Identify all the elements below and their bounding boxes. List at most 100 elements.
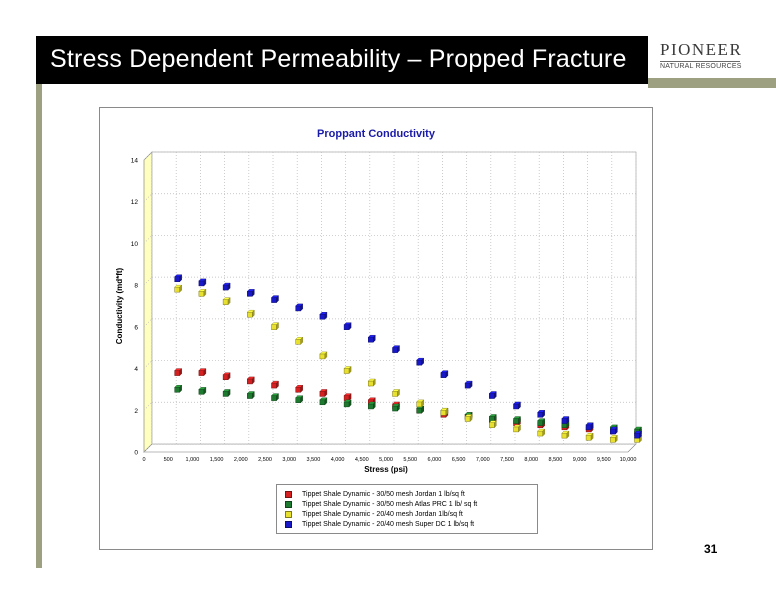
x-tick-label: 9,000 <box>573 457 587 463</box>
data-point <box>367 401 376 410</box>
x-tick-label: 10,000 <box>620 457 637 463</box>
data-point <box>609 434 618 443</box>
data-point <box>174 384 183 393</box>
page-number: 31 <box>704 542 718 556</box>
x-axis-label: Stress (psi) <box>364 465 408 474</box>
data-point <box>440 370 449 379</box>
data-point <box>392 388 400 397</box>
grid-line-wall <box>143 402 153 411</box>
legend-item: Tippet Shale Dynamic - 20/40 mesh Jordan… <box>285 509 463 519</box>
legend-label: Tippet Shale Dynamic - 30/50 mesh Jordan… <box>302 490 465 498</box>
x-tick-label: 3,000 <box>282 457 296 463</box>
left-accent-bar <box>36 84 42 568</box>
data-point <box>440 407 449 416</box>
y-tick-label: 6 <box>134 324 138 331</box>
data-point <box>416 357 425 366</box>
accent-band <box>648 78 776 88</box>
data-point <box>319 351 328 360</box>
slide-header: Stress Dependent Permeability – Propped … <box>36 36 648 84</box>
data-point <box>367 334 376 343</box>
grid-line-wall <box>143 276 153 286</box>
data-point <box>537 418 546 427</box>
legend-label: Tippet Shale Dynamic - 20/40 mesh Super … <box>302 520 475 528</box>
grid-line-wall <box>143 360 153 369</box>
chart-frame: Proppant Conductivity 0 2 4 6 8 10 12 14 0 500 1,00… <box>99 107 653 550</box>
data-point <box>198 278 207 287</box>
data-point <box>295 384 304 393</box>
y-tick-label: 8 <box>134 283 138 290</box>
data-point <box>416 405 425 414</box>
data-point <box>271 380 279 389</box>
legend-swatch <box>285 510 292 518</box>
data-point <box>537 409 546 418</box>
grid-line-wall <box>143 235 153 244</box>
data-point <box>295 336 304 345</box>
x-tick-label: 0 <box>142 457 145 463</box>
data-point <box>609 426 618 435</box>
data-point <box>464 413 473 422</box>
data-point <box>246 288 255 297</box>
data-point <box>343 393 352 402</box>
y-tick-label: 2 <box>134 408 138 415</box>
data-point <box>513 424 521 433</box>
grid-line-wall <box>143 193 153 202</box>
x-tick-label: 2,500 <box>258 457 272 463</box>
data-point <box>222 297 231 306</box>
data-point <box>319 388 328 397</box>
legend-label: Tippet Shale Dynamic - 30/50 mesh Atlas … <box>302 500 478 508</box>
x-tick-label: 1,000 <box>186 457 200 463</box>
data-point <box>513 401 521 410</box>
data-point <box>222 282 231 291</box>
data-point <box>271 295 279 304</box>
y-tick-label: 14 <box>131 158 139 165</box>
legend-swatch <box>285 500 292 508</box>
data-point <box>319 311 328 320</box>
legend-label: Tippet Shale Dynamic - 20/40 mesh Jordan… <box>302 510 463 518</box>
grid-line-wall <box>143 151 153 161</box>
x-tick-label: 5,500 <box>403 457 417 463</box>
data-point <box>295 303 304 312</box>
x-tick-label: 2,000 <box>234 457 248 463</box>
data-point <box>537 428 546 437</box>
x-tick-label: 6,500 <box>452 457 466 463</box>
data-point <box>367 378 376 387</box>
x-tick-label: 6,000 <box>428 457 442 463</box>
data-point <box>222 388 231 397</box>
y-tick-label: 4 <box>134 366 138 373</box>
data-point <box>561 430 570 439</box>
data-point <box>392 345 400 354</box>
x-tick-label: 8,500 <box>549 457 563 463</box>
pioneer-logo: PIONEER NATURAL RESOURCES <box>656 40 742 74</box>
data-point <box>488 420 497 429</box>
data-point <box>343 366 352 374</box>
data-point <box>198 288 207 297</box>
x-tick-label: 7,000 <box>476 457 490 463</box>
data-point <box>174 274 183 283</box>
chart-side-wall <box>143 151 153 453</box>
data-point <box>246 391 255 400</box>
data-point <box>343 322 352 331</box>
logo-subtitle: NATURAL RESOURCES <box>660 63 742 70</box>
y-tick-label: 0 <box>134 450 138 457</box>
legend-swatch <box>285 520 292 528</box>
conductivity-chart: Proppant Conductivity 0 2 4 6 8 10 12 14 0 500 1,00… <box>115 128 642 474</box>
data-point <box>174 368 183 377</box>
data-point <box>198 386 207 395</box>
data-point <box>392 403 400 412</box>
data-point <box>343 399 352 408</box>
x-tick-label: 7,500 <box>500 457 514 463</box>
data-point <box>295 395 304 404</box>
data-point <box>488 391 497 400</box>
chart-title: Proppant Conductivity <box>317 128 436 140</box>
data-point <box>513 416 521 425</box>
data-point <box>222 372 231 381</box>
x-tick-label: 4,500 <box>355 457 369 463</box>
legend-item: Tippet Shale Dynamic - 30/50 mesh Jordan… <box>285 489 465 499</box>
data-point <box>585 422 594 431</box>
slide-title: Stress Dependent Permeability – Propped … <box>50 45 627 73</box>
grid-line-wall <box>143 318 153 328</box>
logo-name: PIONEER <box>660 40 743 59</box>
x-tick-label: 3,500 <box>307 457 321 463</box>
chart-legend: Tippet Shale Dynamic - 30/50 mesh Jordan… <box>276 484 538 534</box>
data-point <box>319 397 328 406</box>
